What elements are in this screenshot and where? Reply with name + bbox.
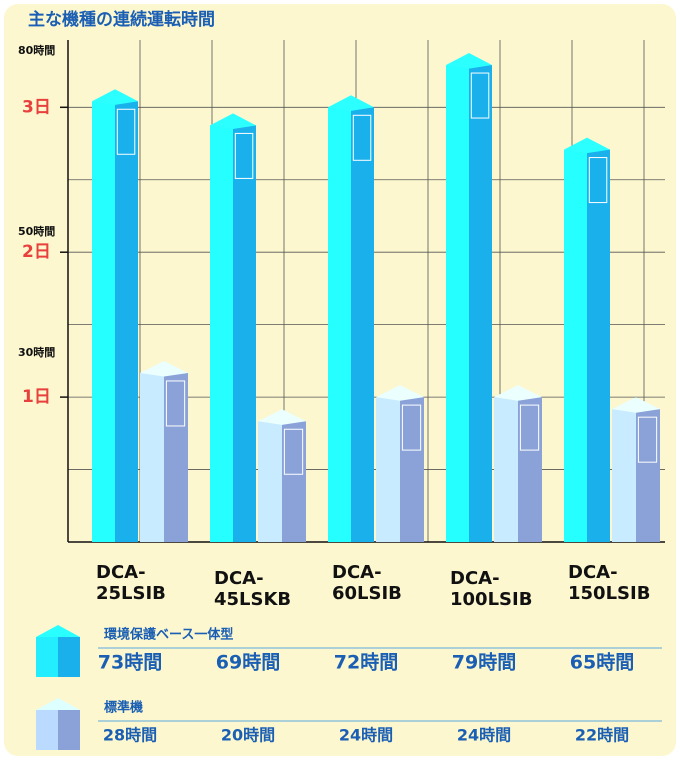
bar [92, 101, 115, 542]
hour-tick-label: 50時間 [18, 224, 55, 238]
bar [564, 150, 587, 542]
value-label: 22時間 [575, 726, 629, 745]
bar [612, 409, 636, 542]
bar [494, 397, 518, 542]
value-label: 72時間 [334, 652, 398, 674]
x-tick-label: DCA- 25LSIB [96, 562, 206, 604]
value-label: 28時間 [103, 726, 157, 745]
value-label: 65時間 [570, 652, 634, 674]
value-label: 24時間 [457, 726, 511, 745]
legend-icon [36, 710, 58, 750]
bar-side [115, 101, 138, 542]
bar [328, 107, 351, 542]
y-tick-label: 2日 [22, 242, 51, 262]
page: 主な機種の連続運転時間 1日 2日 3日 30時間 50時間 80時間環境保護ベース一体型… [0, 0, 680, 762]
value-label: 24時間 [339, 726, 393, 745]
bar [446, 65, 469, 542]
bar [376, 397, 400, 542]
legend-label: 環境保護ベース一体型 [104, 627, 233, 643]
legend-icon [36, 637, 58, 677]
legend-icon-side [58, 637, 80, 677]
legend-icon-side [58, 710, 80, 750]
bar [140, 373, 164, 542]
x-tick-label: DCA- 100LSIB [450, 568, 560, 610]
bar-side [351, 107, 374, 542]
y-tick-label: 1日 [22, 387, 51, 407]
bar [258, 421, 282, 542]
chart-title: 主な機種の連続運転時間 [28, 9, 215, 30]
bar [210, 125, 233, 542]
value-label: 69時間 [216, 652, 280, 674]
hour-tick-label: 80時間 [18, 43, 55, 57]
x-tick-label: DCA- 45LSKB [214, 568, 324, 610]
chart: 主な機種の連続運転時間 1日 2日 3日 30時間 50時間 80時間環境保護ベース一体型… [0, 0, 680, 762]
hour-tick-label: 30時間 [18, 345, 55, 359]
y-tick-label: 3日 [22, 97, 51, 117]
x-tick-label: DCA- 60LSIB [332, 562, 442, 604]
value-label: 73時間 [98, 652, 162, 674]
x-tick-label: DCA- 150LSIB [568, 562, 678, 604]
value-label: 79時間 [452, 652, 516, 674]
bar-side [469, 65, 492, 542]
bar-side [233, 125, 256, 542]
value-label: 20時間 [221, 726, 275, 745]
bar-side [587, 150, 610, 542]
legend-label: 標準機 [104, 700, 143, 716]
